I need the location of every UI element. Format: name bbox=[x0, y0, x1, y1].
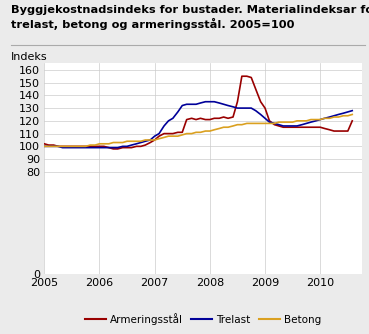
Trelast bbox=[203, 100, 208, 104]
Betong bbox=[217, 127, 221, 131]
Armeringsstål bbox=[332, 129, 336, 133]
Line: Armeringsstål: Armeringsstål bbox=[44, 76, 352, 149]
Text: Byggjekostnadsindeks for bustader. Materialindeksar for: Byggjekostnadsindeks for bustader. Mater… bbox=[11, 5, 369, 15]
Armeringsstål bbox=[295, 125, 299, 129]
Trelast bbox=[332, 114, 336, 118]
Legend: Armeringsstål, Trelast, Betong: Armeringsstål, Trelast, Betong bbox=[81, 309, 325, 329]
Betong bbox=[111, 141, 115, 145]
Betong bbox=[115, 141, 120, 145]
Betong bbox=[341, 114, 346, 118]
Betong bbox=[318, 118, 323, 122]
Betong bbox=[42, 144, 46, 148]
Trelast bbox=[258, 113, 263, 117]
Trelast bbox=[327, 115, 332, 119]
Trelast bbox=[272, 121, 277, 125]
Armeringsstål bbox=[272, 123, 277, 127]
Betong bbox=[350, 113, 355, 117]
Trelast bbox=[323, 116, 327, 120]
Betong bbox=[221, 125, 226, 129]
Line: Trelast: Trelast bbox=[44, 102, 352, 148]
Trelast bbox=[350, 109, 355, 113]
Armeringsstål bbox=[327, 128, 332, 132]
Armeringsstål bbox=[323, 127, 327, 131]
Text: Indeks: Indeks bbox=[11, 52, 48, 62]
Line: Betong: Betong bbox=[44, 115, 352, 146]
Armeringsstål bbox=[42, 142, 46, 146]
Armeringsstål bbox=[350, 119, 355, 123]
Armeringsstål bbox=[258, 100, 263, 104]
Armeringsstål bbox=[111, 147, 115, 151]
Trelast bbox=[295, 124, 299, 128]
Armeringsstål bbox=[239, 74, 244, 78]
Trelast bbox=[42, 144, 46, 148]
Text: trelast, betong og armeringsstål. 2005=100: trelast, betong og armeringsstål. 2005=1… bbox=[11, 18, 294, 30]
Trelast bbox=[60, 146, 65, 150]
